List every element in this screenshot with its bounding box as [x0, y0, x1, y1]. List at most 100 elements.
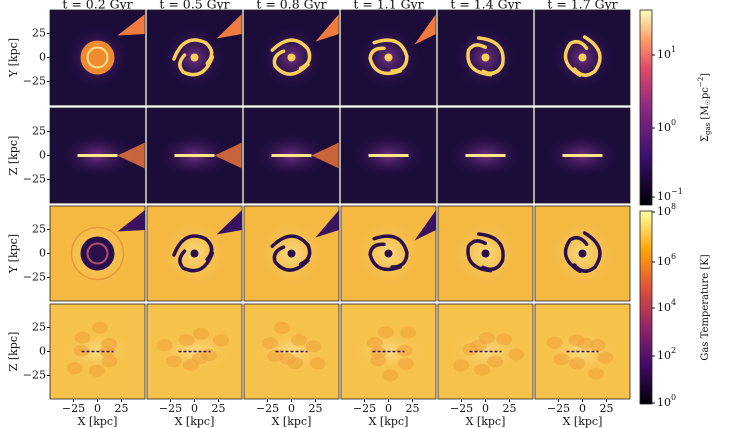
x-tick-label: 0 — [579, 402, 586, 415]
spiral-arm — [272, 245, 310, 272]
column-title: t = 1.1 Gyr — [353, 0, 423, 12]
panel-frame — [437, 205, 534, 302]
panel-frame — [49, 107, 146, 204]
colorbar-tick-label: 102 — [657, 346, 676, 362]
core — [481, 249, 490, 258]
gas-blob — [597, 351, 614, 364]
tick-exponent: 6 — [671, 252, 676, 261]
spiral-arm — [563, 235, 589, 273]
panel — [243, 107, 340, 204]
gas-blob — [396, 344, 413, 357]
x-tick-label: 0 — [385, 402, 392, 415]
gas-blob — [589, 339, 606, 352]
stream-wedge — [315, 210, 339, 238]
x-axis-label: X [kpc] — [369, 415, 409, 428]
gas-blob — [287, 357, 304, 370]
panel — [437, 303, 534, 400]
core — [190, 249, 199, 258]
panel — [534, 205, 631, 302]
panel — [49, 107, 146, 204]
panel — [340, 303, 437, 400]
panel — [340, 205, 437, 302]
panel-frame — [243, 9, 340, 106]
label-part: Σ — [700, 135, 711, 142]
y-tick-label: −25 — [23, 369, 46, 382]
gas-blob — [101, 355, 118, 368]
label-part: gas — [704, 122, 712, 135]
gas-blob — [400, 326, 417, 339]
gas-blob — [588, 367, 605, 380]
panel-frame — [437, 9, 534, 106]
panel — [437, 107, 534, 204]
panel-frame — [243, 107, 340, 204]
core — [481, 53, 490, 62]
gas-blob — [462, 343, 479, 356]
disk — [80, 236, 115, 271]
tick-exponent: 2 — [671, 346, 676, 355]
spiral-arm — [178, 249, 215, 273]
gas-blob — [478, 331, 495, 344]
gas-blob — [569, 357, 586, 370]
y-tick-label: −25 — [23, 271, 46, 284]
y-axis-label: Y [kpc] — [7, 38, 20, 78]
tick-base: 10 — [657, 190, 671, 203]
panel-frame — [49, 9, 146, 106]
y-tick-label: 25 — [32, 223, 46, 236]
ring — [70, 226, 125, 281]
gas-blob — [213, 334, 230, 347]
colorbar-tick-label: 100 — [657, 393, 676, 409]
tick-base: 10 — [657, 255, 671, 268]
panel — [146, 9, 243, 106]
stream-wedge — [117, 14, 145, 36]
gas-blob — [305, 340, 322, 353]
tick-exponent: 8 — [671, 202, 676, 211]
gas-blob — [309, 357, 326, 370]
stream-wedge — [311, 142, 339, 169]
core — [384, 249, 393, 258]
y-tick-label: 0 — [39, 345, 46, 358]
tick-base: 10 — [657, 396, 671, 409]
panel — [340, 9, 437, 106]
gas-blob — [66, 362, 83, 375]
label-part: ☉ — [704, 99, 712, 105]
x-tick-label: −25 — [256, 402, 279, 415]
gas-blob — [453, 359, 470, 372]
gas-blob — [165, 355, 182, 368]
colorbar — [639, 210, 653, 405]
tick-base: 10 — [657, 349, 671, 362]
label-part: [M — [700, 105, 711, 122]
tick-base: 10 — [657, 121, 671, 134]
spiral-arm — [466, 239, 493, 273]
panel-frame — [534, 107, 631, 204]
core — [287, 53, 296, 62]
x-tick-label: 25 — [503, 402, 517, 415]
x-tick-label: −25 — [353, 402, 376, 415]
stream-wedge — [117, 210, 145, 232]
disk — [80, 40, 115, 75]
y-tick-label: −25 — [23, 75, 46, 88]
colorbar-tick-label: 10−1 — [657, 187, 683, 203]
gas-blob — [487, 355, 504, 368]
colorbar-tick-label: 104 — [657, 298, 676, 314]
panel-frame — [146, 9, 243, 106]
column-title: t = 0.2 Gyr — [62, 0, 132, 12]
gas-blob — [508, 348, 525, 361]
spiral-arm — [178, 53, 215, 77]
y-tick-label: 0 — [39, 51, 46, 64]
spiral-arm — [368, 46, 403, 76]
gas-blob — [382, 369, 399, 382]
y-tick-label: 25 — [32, 125, 46, 138]
stream-wedge — [414, 14, 436, 45]
x-tick-label: 25 — [309, 402, 323, 415]
tick-base: 10 — [657, 205, 671, 218]
colorbar-tick-label: 106 — [657, 252, 676, 268]
x-tick-label: −25 — [547, 402, 570, 415]
gas-blob — [474, 363, 491, 376]
gas-blob — [101, 337, 118, 350]
panel — [534, 9, 631, 106]
x-axis-label: X [kpc] — [175, 415, 215, 428]
label-part: −2 — [697, 77, 705, 87]
column-title: t = 0.5 Gyr — [159, 0, 229, 12]
tick-exponent: 0 — [671, 393, 676, 402]
